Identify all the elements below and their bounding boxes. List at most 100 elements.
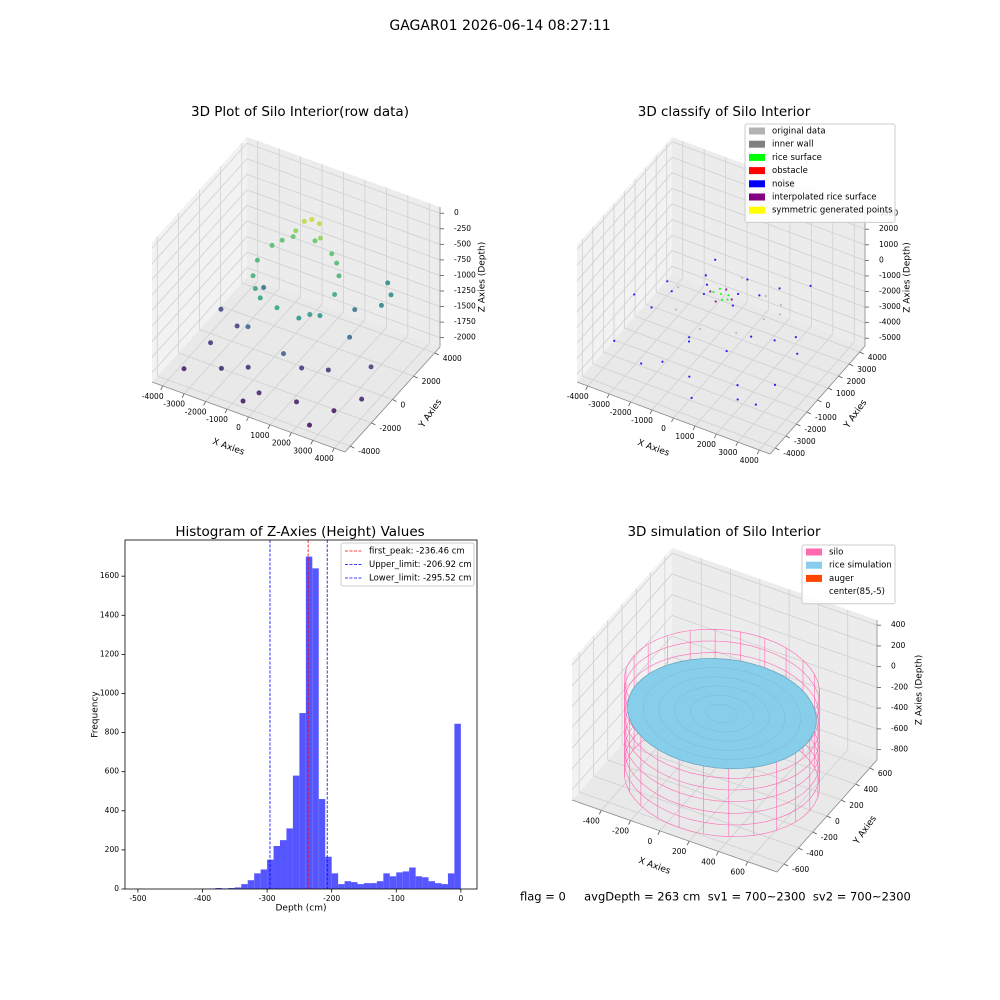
grid-line [603, 351, 797, 425]
tick-mark [657, 830, 661, 836]
grid-line [671, 552, 878, 626]
tick-mark [224, 409, 228, 414]
grid-line [607, 759, 813, 833]
grid-line [246, 189, 441, 261]
y-tick-label: 0 [401, 401, 406, 410]
x-tick-label: 4000 [315, 454, 334, 463]
tick-mark [838, 375, 843, 379]
y-tick-label: 400 [864, 785, 879, 794]
point [331, 408, 337, 414]
point [712, 290, 715, 294]
grid-line [621, 743, 828, 817]
point [666, 280, 669, 283]
x-tick-label: -500 [129, 894, 146, 903]
z-axis-label: Z Axies (Depth) [478, 242, 488, 313]
grid-line [246, 173, 441, 245]
point [726, 298, 729, 301]
x-tick-label: -3000 [163, 400, 185, 409]
rice-mesh [658, 676, 786, 751]
point [633, 293, 636, 296]
bar [396, 872, 403, 889]
point [687, 340, 691, 343]
z-tick-label: 0 [879, 255, 884, 264]
point [719, 292, 723, 296]
point [613, 339, 616, 342]
z-axis-label: Z Axies (Depth) [903, 242, 913, 313]
point [269, 242, 275, 248]
z-tick-label: -3000 [879, 302, 901, 311]
grid-line [151, 158, 248, 265]
y-tick-label: -200 [821, 833, 838, 842]
tick-mark [826, 815, 832, 819]
legend-label: first_peak: -236.46 cm [369, 547, 465, 557]
y-tick-label: -3000 [794, 437, 816, 446]
point [690, 396, 693, 400]
legend-swatch [749, 127, 765, 135]
grid-line [246, 251, 441, 323]
tick-mark [203, 401, 206, 406]
z-tick-label: -4000 [879, 318, 901, 327]
grid-line [671, 265, 866, 339]
rice-mesh [705, 704, 738, 724]
bar [241, 884, 248, 889]
bar [409, 867, 416, 889]
grid-line [571, 635, 673, 749]
bar [338, 884, 345, 889]
axis-line [344, 346, 441, 453]
bar [376, 881, 384, 889]
tick-mark [310, 440, 314, 445]
bar [344, 881, 352, 889]
tick-mark [350, 445, 355, 449]
grid-line [199, 329, 393, 400]
legend-swatch [749, 193, 765, 201]
point [359, 396, 365, 402]
y-tick-label: -4000 [358, 447, 380, 456]
bar [363, 883, 371, 889]
tick-mark [649, 409, 653, 415]
legend-swatch [749, 167, 765, 175]
bar [228, 888, 235, 889]
point [378, 302, 384, 308]
point [316, 221, 322, 227]
point [735, 331, 738, 334]
point [773, 383, 777, 386]
tick-mark [827, 387, 833, 391]
chart-title: 3D simulation of Silo Interior [627, 524, 821, 540]
x-tick-label: -1000 [631, 416, 653, 425]
tick-mark [855, 783, 860, 787]
tick-mark [806, 411, 812, 415]
plot-frame [124, 539, 478, 890]
point [709, 290, 712, 293]
y-tick-label: 400 [105, 806, 120, 815]
legend-swatch [749, 206, 765, 214]
grid-line [571, 594, 673, 707]
chart-title: 3D Plot of Silo Interior(row data) [191, 104, 409, 120]
bar [454, 723, 461, 889]
legend-label: rice simulation [829, 561, 892, 571]
tick-mark [628, 820, 631, 825]
z-tick-label: -600 [891, 724, 908, 733]
grid-line [151, 174, 248, 280]
grid-line [671, 219, 866, 292]
point [730, 298, 733, 301]
y-tick-label: -4000 [783, 449, 805, 458]
tick-mark [289, 432, 292, 437]
y-tick-label: 2000 [422, 377, 441, 386]
y-tick-label: 1600 [100, 571, 119, 580]
x-tick-label: 0 [661, 424, 666, 433]
point [714, 258, 717, 261]
point [329, 251, 335, 257]
bar [273, 845, 281, 889]
grid-line [576, 203, 673, 313]
tick-mark [413, 375, 418, 379]
grid-line [576, 188, 673, 297]
z-tick-label: -500 [454, 239, 471, 248]
tick-mark [246, 416, 249, 422]
tick-mark [606, 393, 610, 399]
grid-line [246, 158, 441, 230]
z-tick-label: -1000 [879, 271, 901, 280]
grid-line [571, 552, 673, 666]
point [385, 280, 391, 286]
bar [370, 883, 377, 889]
